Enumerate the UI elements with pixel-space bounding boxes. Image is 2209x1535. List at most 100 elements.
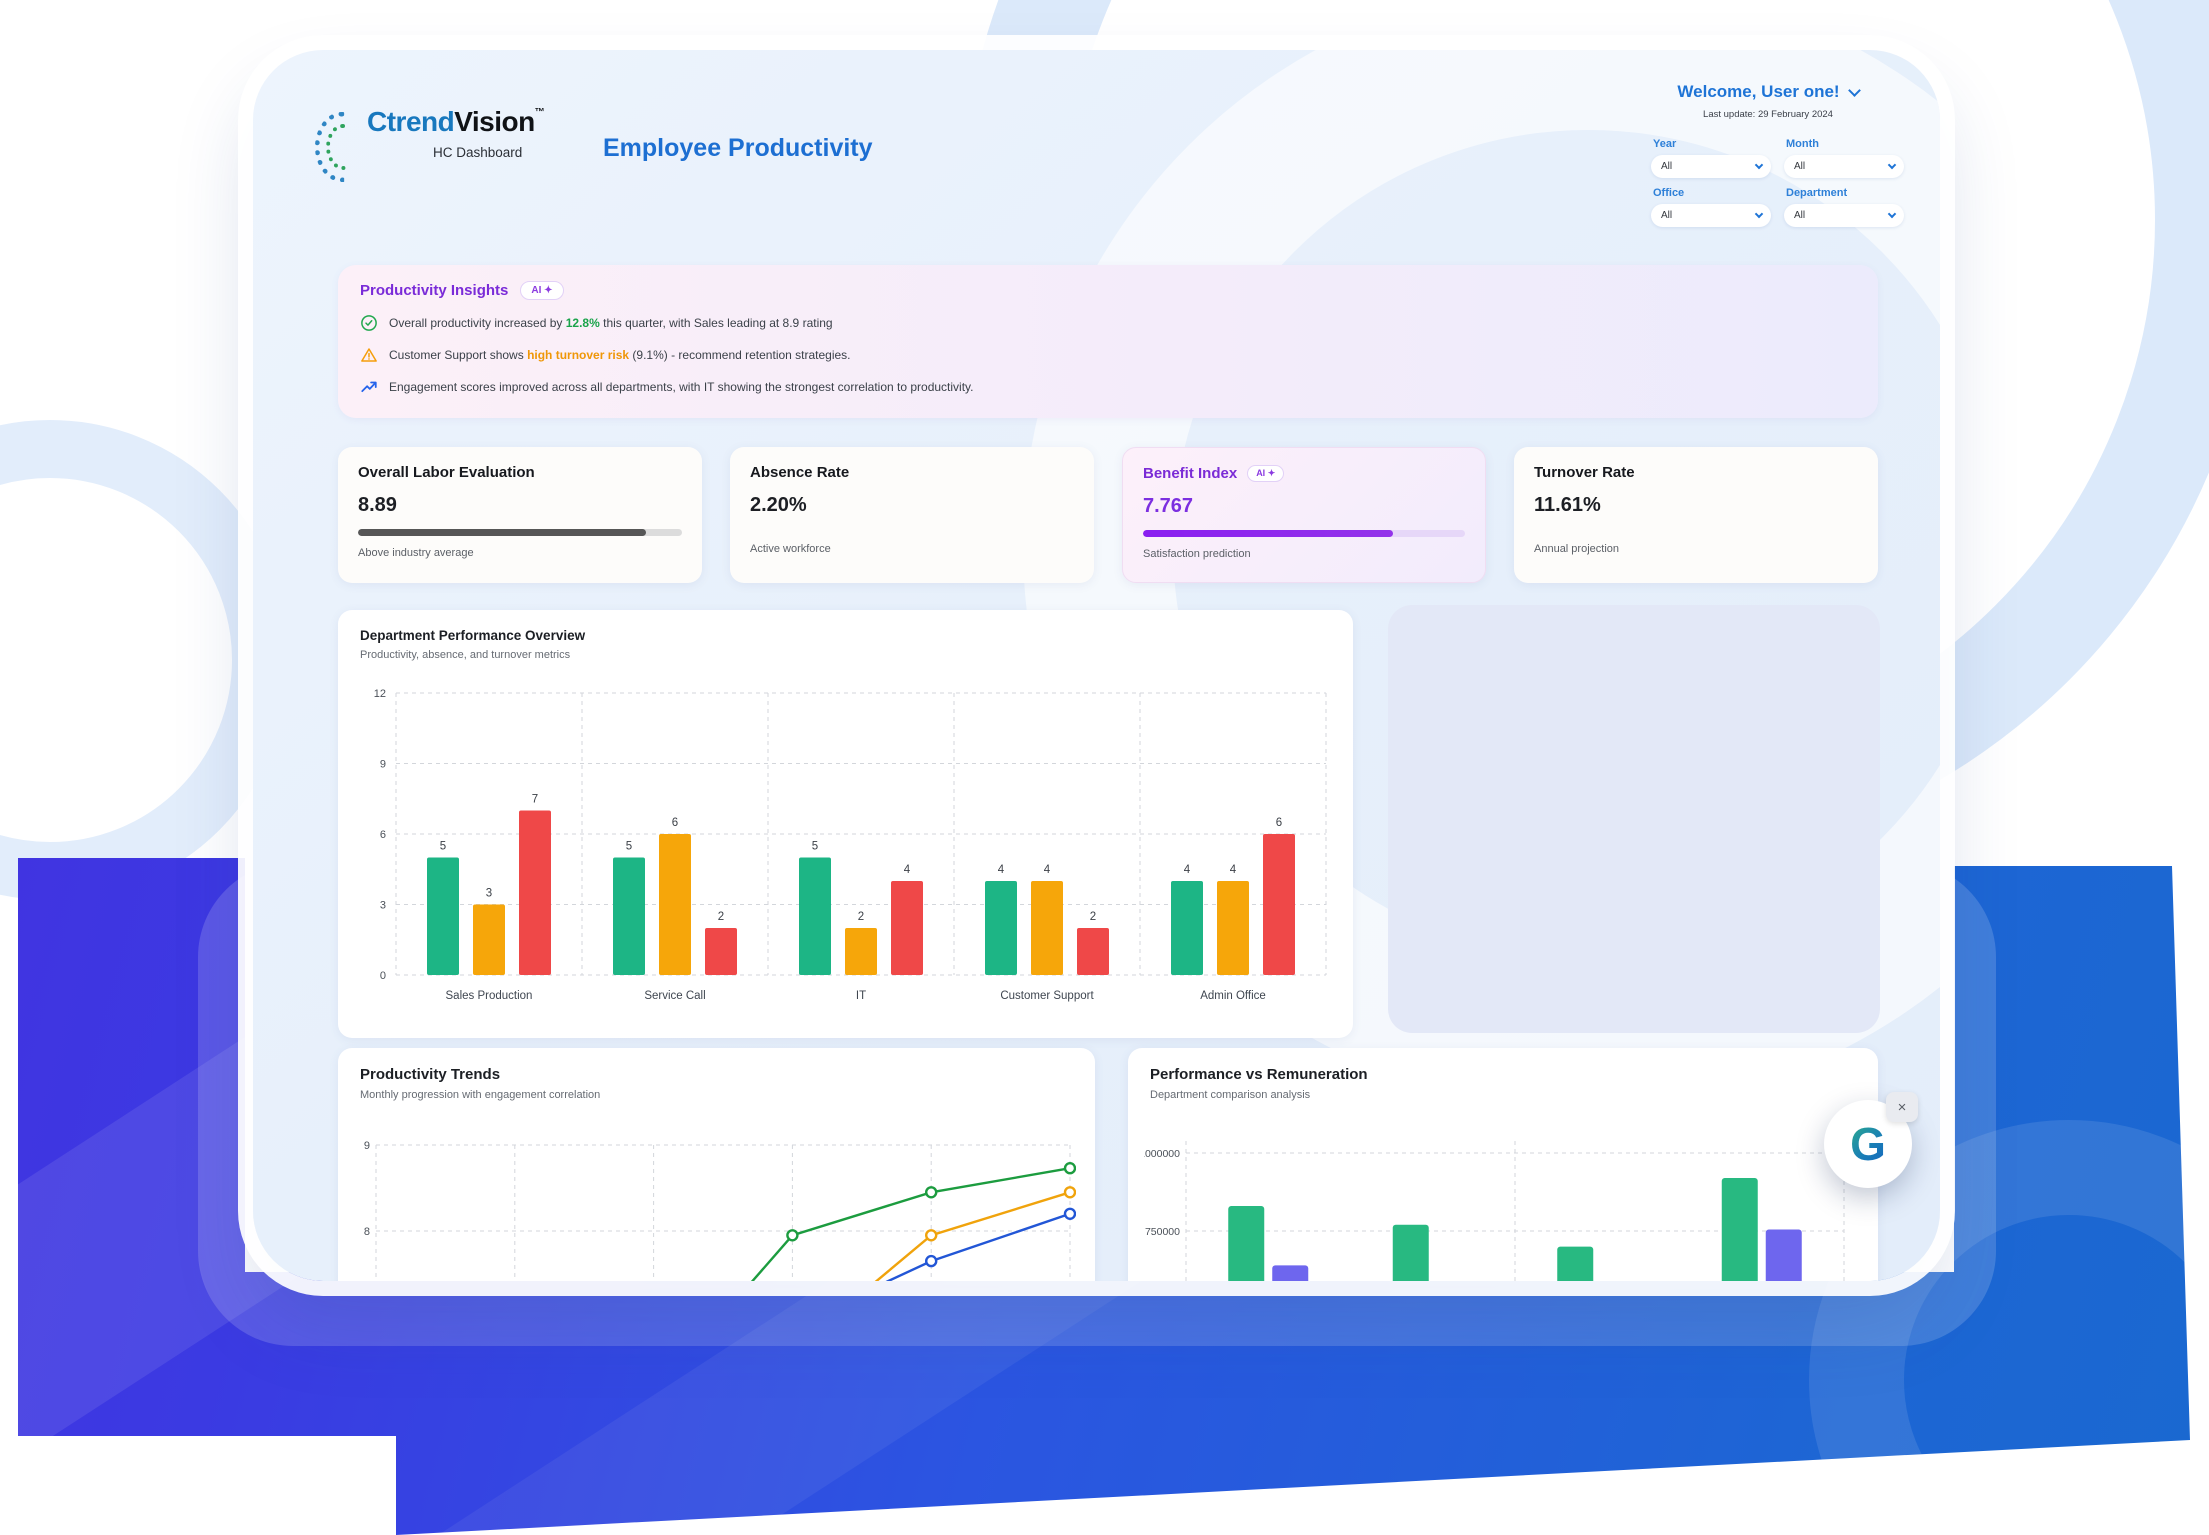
insight-item: Engagement scores improved across all de… bbox=[360, 378, 1856, 396]
department-performance-card: Department Performance Overview Producti… bbox=[338, 610, 1353, 1038]
kpi-title: Overall Labor Evaluation bbox=[358, 464, 535, 481]
filter-office-label: Office bbox=[1653, 187, 1685, 199]
svg-text:0: 0 bbox=[380, 970, 386, 982]
chart-title: Performance vs Remuneration bbox=[1150, 1066, 1368, 1083]
filter-department-select[interactable]: All bbox=[1784, 204, 1904, 227]
svg-text:2: 2 bbox=[858, 911, 864, 923]
kpi-turnover-rate: Turnover Rate 11.61% Annual projection bbox=[1514, 447, 1878, 583]
kpi-absence-rate: Absence Rate 2.20% Active workforce bbox=[730, 447, 1094, 583]
svg-text:3: 3 bbox=[380, 900, 386, 912]
logo-wordmark: CtrendVision™ bbox=[367, 108, 635, 136]
kpi-caption: Active workforce bbox=[750, 543, 831, 555]
chat-widget-logo: G bbox=[1850, 1118, 1886, 1170]
chevron-down-icon bbox=[1887, 160, 1897, 170]
svg-text:Customer Support: Customer Support bbox=[1000, 990, 1094, 1002]
svg-text:6: 6 bbox=[380, 829, 386, 841]
ai-badge: AI ✦ bbox=[520, 281, 564, 300]
filter-year: Year All bbox=[1651, 138, 1771, 178]
chart-subtitle: Department comparison analysis bbox=[1150, 1089, 1311, 1101]
chevron-down-icon bbox=[1887, 209, 1897, 219]
insights-title: Productivity Insights bbox=[360, 282, 509, 299]
kpi-progress-fill bbox=[1143, 530, 1394, 537]
svg-text:4: 4 bbox=[1044, 864, 1051, 876]
kpi-title: Turnover Rate bbox=[1534, 464, 1635, 481]
filter-department-label: Department bbox=[1786, 187, 1848, 199]
svg-text:4: 4 bbox=[904, 864, 911, 876]
kpi-title: Absence Rate bbox=[750, 464, 850, 481]
filter-department: Department All bbox=[1784, 187, 1904, 227]
svg-text:4: 4 bbox=[998, 864, 1005, 876]
background-ring-left-decoration bbox=[0, 420, 290, 900]
svg-text:5: 5 bbox=[812, 841, 818, 853]
welcome-block: Welcome, User one! Last update: 29 Febru… bbox=[1643, 82, 1893, 120]
filter-month-value: All bbox=[1794, 161, 1806, 172]
productivity-insights-panel: Productivity Insights AI ✦ Overall produ… bbox=[338, 265, 1878, 418]
svg-text:3: 3 bbox=[486, 888, 492, 900]
chevron-down-icon[interactable] bbox=[1847, 84, 1861, 97]
kpi-progress-track bbox=[1143, 530, 1465, 537]
kpi-value: 7.767 bbox=[1143, 495, 1194, 517]
filter-office: Office All bbox=[1651, 187, 1771, 227]
kpi-row: Overall Labor Evaluation 8.89 Above indu… bbox=[338, 447, 1878, 583]
insight-text: Customer Support shows high turnover ris… bbox=[389, 348, 851, 362]
kpi-value: 8.89 bbox=[358, 494, 397, 516]
svg-text:4: 4 bbox=[1184, 864, 1191, 876]
chart-subtitle: Monthly progression with engagement corr… bbox=[360, 1089, 601, 1101]
svg-text:6: 6 bbox=[672, 817, 678, 829]
page-title: Employee Productivity bbox=[603, 134, 873, 162]
dashboard-card: CtrendVision™ HC Dashboard Employee Prod… bbox=[253, 50, 1940, 1281]
kpi-caption: Annual projection bbox=[1534, 543, 1620, 555]
svg-text:2: 2 bbox=[1090, 911, 1096, 923]
svg-text:2: 2 bbox=[718, 911, 724, 923]
department-performance-chart: 12 9 6 3 0 5 3 7 Sales Production 5 6 2 Service Call… bbox=[374, 688, 1327, 1002]
svg-text:Service Call: Service Call bbox=[644, 990, 705, 1002]
chevron-down-icon bbox=[1754, 209, 1764, 219]
trending-up-icon bbox=[361, 381, 377, 393]
insight-item: Overall productivity increased by 12.8% … bbox=[360, 314, 1856, 332]
productivity-trends-chart: 98 bbox=[364, 1140, 1077, 1281]
filter-year-value: All bbox=[1661, 161, 1673, 172]
ai-badge: AI ✦ bbox=[1247, 465, 1285, 482]
logo-tagline: HC Dashboard bbox=[433, 145, 523, 160]
filter-year-select[interactable]: All bbox=[1651, 155, 1771, 178]
insight-item: Customer Support shows high turnover ris… bbox=[360, 346, 1856, 364]
filter-month-select[interactable]: All bbox=[1784, 155, 1904, 178]
filter-department-value: All bbox=[1794, 210, 1806, 221]
kpi-progress-fill bbox=[358, 529, 647, 536]
kpi-caption: Above industry average bbox=[358, 547, 474, 559]
svg-text:1000000: 1000000 bbox=[1144, 1148, 1180, 1160]
performance-vs-remuneration-card: Performance vs Remuneration Department c… bbox=[1128, 1048, 1878, 1281]
svg-text:4: 4 bbox=[1230, 864, 1237, 876]
kpi-benefit-index: Benefit Index AI ✦ 7.767 Satisfaction pre… bbox=[1122, 447, 1486, 583]
svg-text:6: 6 bbox=[1276, 817, 1282, 829]
check-circle-icon bbox=[361, 315, 377, 331]
svg-text:9: 9 bbox=[364, 1140, 370, 1152]
chart-title: Productivity Trends bbox=[360, 1066, 501, 1083]
svg-text:Admin Office: Admin Office bbox=[1200, 990, 1266, 1002]
filter-year-label: Year bbox=[1653, 138, 1677, 150]
svg-text:5: 5 bbox=[440, 841, 446, 853]
filters-panel: Year All Month All Office All bbox=[1651, 138, 1904, 227]
last-update-text: Last update: 29 February 2024 bbox=[1703, 109, 1833, 120]
logo-trademark: ™ bbox=[534, 107, 545, 118]
logo-brand-primary: Ctrend bbox=[367, 106, 455, 137]
insight-text: Overall productivity increased by 12.8% … bbox=[389, 316, 833, 330]
kpi-caption: Satisfaction prediction bbox=[1143, 548, 1251, 560]
svg-text:IT: IT bbox=[856, 990, 866, 1002]
chart-subtitle: Productivity, absence, and turnover metr… bbox=[360, 649, 571, 661]
productivity-trends-card: Productivity Trends Monthly progression … bbox=[338, 1048, 1095, 1281]
svg-text:5: 5 bbox=[626, 841, 632, 853]
svg-text:12: 12 bbox=[374, 688, 386, 700]
kpi-value: 2.20% bbox=[750, 494, 807, 516]
app-logo: CtrendVision™ HC Dashboard bbox=[315, 108, 635, 182]
kpi-progress-track bbox=[358, 529, 682, 536]
kpi-overall-labor-evaluation: Overall Labor Evaluation 8.89 Above indu… bbox=[338, 447, 702, 583]
kpi-title: Benefit Index AI ✦ bbox=[1143, 465, 1465, 482]
filter-month: Month All bbox=[1784, 138, 1904, 178]
filter-month-label: Month bbox=[1786, 138, 1819, 150]
kpi-value: 11.61% bbox=[1534, 494, 1601, 516]
logo-brand-secondary: Vision bbox=[454, 106, 535, 137]
filter-office-select[interactable]: All bbox=[1651, 204, 1771, 227]
chat-widget-close-button[interactable]: × bbox=[1886, 1092, 1918, 1122]
